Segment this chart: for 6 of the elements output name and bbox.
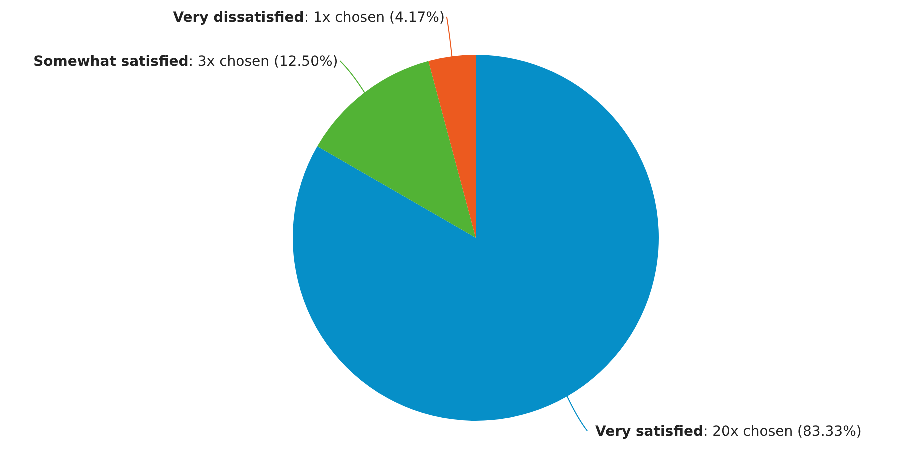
- data-label: : 1x chosen (4.17%): [304, 10, 445, 26]
- slice-label: Very satisfied: [596, 424, 704, 440]
- data-label: : 20x chosen (83.33%): [703, 424, 862, 440]
- data-label: : 3x chosen (12.50%): [188, 54, 338, 70]
- slice-label: Somewhat satisfied: [34, 54, 189, 70]
- slice-label: Very dissatisfied: [173, 10, 304, 26]
